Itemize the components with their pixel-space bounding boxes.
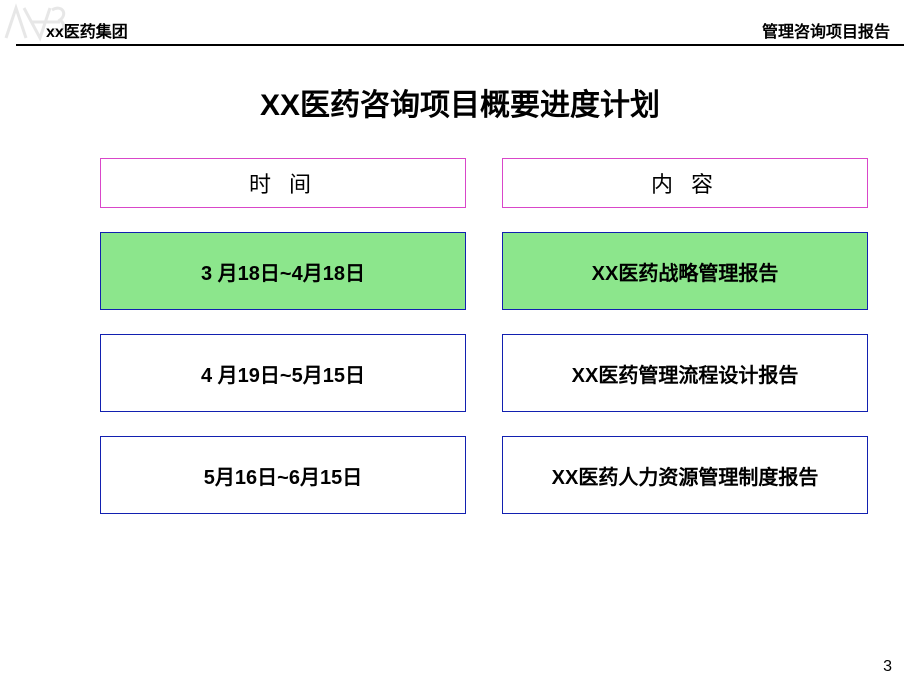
time-cell: 5月16日~6月15日 <box>100 436 466 514</box>
content-cell: XX医药战略管理报告 <box>502 232 868 310</box>
time-cell: 3 月18日~4月18日 <box>100 232 466 310</box>
page-title: XX医药咨询项目概要进度计划 <box>0 80 920 124</box>
time-cell: 4 月19日~5月15日 <box>100 334 466 412</box>
col-header-content: 内 容 <box>502 158 868 208</box>
page-number: 3 <box>883 658 892 676</box>
content-cell: XX医药人力资源管理制度报告 <box>502 436 868 514</box>
content-cell: XX医药管理流程设计报告 <box>502 334 868 412</box>
header-bar: xx医药集团 管理咨询项目报告 <box>0 18 920 42</box>
header-right-text: 管理咨询项目报告 <box>762 18 890 42</box>
schedule-grid: 时 间内 容 3 月18日~4月18日 XX医药战略管理报告 4 月19日~5月15日… <box>100 158 868 514</box>
header-rule <box>16 44 904 46</box>
col-header-time: 时 间 <box>100 158 466 208</box>
header-left-text: xx医药集团 <box>46 18 128 42</box>
